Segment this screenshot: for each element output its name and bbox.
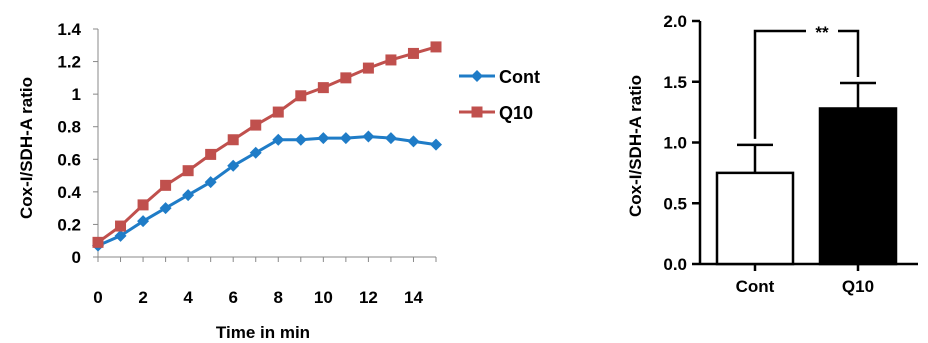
data-point-cont	[182, 189, 195, 202]
data-point-q10	[115, 220, 127, 232]
legend-marker-q10	[471, 106, 483, 118]
data-point-cont	[294, 133, 307, 146]
line-x-tick-label: 2	[138, 288, 147, 307]
data-point-cont	[317, 132, 330, 145]
data-point-cont	[272, 133, 285, 146]
data-point-q10	[160, 179, 172, 191]
bar-q10	[818, 107, 898, 266]
line-x-tick-label: 12	[359, 288, 378, 307]
line-x-tick-label: 0	[93, 288, 102, 307]
data-point-cont	[227, 159, 240, 172]
significance-bracket-right	[838, 29, 860, 77]
data-point-cont	[384, 132, 397, 145]
line-y-tick-label: 0.2	[57, 215, 81, 234]
series-line-cont	[97, 134, 437, 247]
data-point-q10	[362, 62, 374, 74]
line-y-tick-label: 0	[72, 248, 81, 267]
line-x-axis-title: Time in min	[216, 323, 310, 342]
data-point-q10	[227, 134, 239, 146]
line-x-tick-label: 14	[404, 288, 423, 307]
legend-label-cont: Cont	[499, 67, 540, 87]
significance-bracket-left	[753, 29, 806, 139]
data-point-q10	[182, 165, 194, 177]
line-x-tick-label: 10	[314, 288, 333, 307]
line-y-tick-label: 1.4	[57, 20, 81, 39]
data-point-cont	[407, 135, 420, 148]
data-point-cont	[430, 138, 442, 151]
bar-y-tick-label: 1.5	[663, 73, 687, 92]
legend-label-q10: Q10	[499, 103, 533, 123]
data-point-q10	[92, 236, 104, 248]
line-y-tick-label: 0.8	[57, 118, 81, 137]
bar-y-tick-label: 2.0	[663, 12, 687, 31]
data-point-cont	[159, 202, 172, 215]
data-point-q10	[317, 82, 329, 94]
data-point-cont	[249, 146, 262, 159]
line-y-tick-label: 0.6	[57, 150, 81, 169]
line-y-tick-label: 0.4	[57, 183, 81, 202]
data-point-cont	[339, 132, 352, 145]
data-point-q10	[430, 41, 442, 53]
data-point-q10	[272, 106, 284, 118]
line-x-tick-label: 6	[228, 288, 237, 307]
data-point-q10	[407, 47, 419, 59]
bar-x-tick-label: Q10	[842, 277, 874, 296]
data-point-q10	[385, 54, 397, 66]
line-x-tick-label: 4	[183, 288, 193, 307]
data-point-cont	[114, 229, 127, 242]
data-point-q10	[137, 199, 149, 211]
line-y-tick-label: 1.2	[57, 53, 81, 72]
bar-y-tick-label: 0.0	[663, 255, 687, 274]
bar-x-tick-label: Cont	[736, 277, 775, 296]
bar-y-tick-label: 1.0	[663, 134, 687, 153]
bar-y-tick-label: 0.5	[663, 194, 687, 213]
bar-y-axis-title: Cox-I/SDH-A ratio	[626, 75, 645, 217]
data-point-cont	[137, 215, 150, 228]
data-point-q10	[205, 148, 217, 160]
data-point-cont	[362, 130, 375, 143]
data-point-cont	[204, 176, 217, 189]
data-point-q10	[340, 72, 352, 84]
series-line-q10	[97, 45, 437, 244]
line-y-axis-title: Cox-I/SDH-A ratio	[17, 77, 36, 219]
legend-marker-cont	[471, 70, 483, 82]
data-point-q10	[250, 119, 262, 131]
line-y-tick-label: 1	[72, 85, 81, 104]
bar-cont	[715, 171, 795, 266]
line-x-tick-label: 8	[274, 288, 283, 307]
data-point-q10	[295, 90, 307, 102]
significance-label: **	[815, 23, 829, 42]
